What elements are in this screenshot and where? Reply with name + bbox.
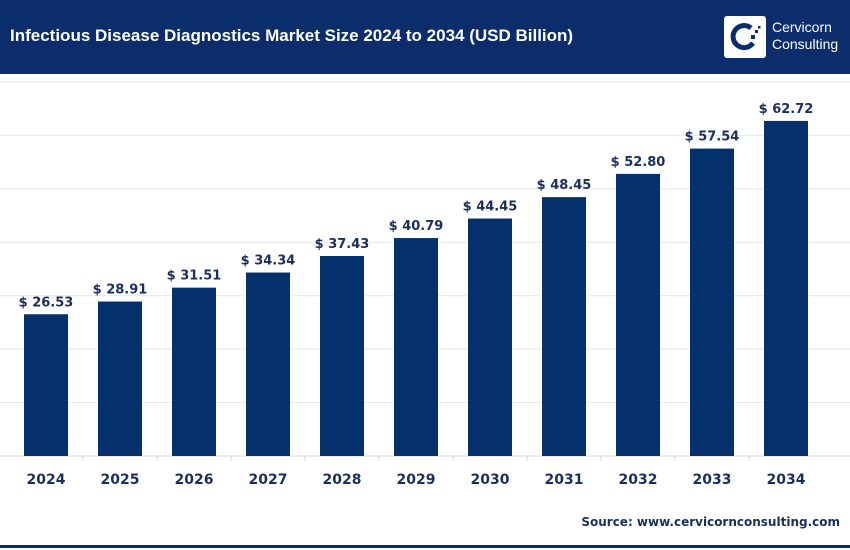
bar-2031 (542, 197, 586, 456)
data-label-2033: $ 57.54 (685, 130, 740, 145)
bar-2026 (172, 287, 216, 456)
x-tick-label-2031: 2031 (545, 472, 584, 488)
data-label-2030: $ 44.45 (463, 200, 518, 215)
source-note: Source: www.cervicornconsulting.com (581, 515, 840, 529)
bar-2030 (468, 218, 512, 456)
bar-2033 (690, 148, 734, 456)
bar-2034 (764, 120, 808, 456)
chart-title: Infectious Disease Diagnostics Market Si… (10, 26, 574, 45)
x-tick-label-2034: 2034 (767, 472, 806, 488)
data-label-2026: $ 31.51 (167, 269, 222, 284)
data-label-2024: $ 26.53 (19, 295, 74, 310)
x-tick-label-2028: 2028 (323, 472, 362, 488)
logo-text: Cervicorn Consulting (772, 19, 838, 53)
bar-chart: $ 26.53 2024 $ 28.91 2025 $ 31.51 2026 $ 34.34… (0, 81, 850, 488)
bar-2029 (394, 238, 438, 456)
cervicorn-logo-icon (724, 16, 766, 58)
bar-2025 (98, 301, 142, 456)
data-label-2025: $ 28.91 (93, 283, 148, 298)
title-banner: Infectious Disease Diagnostics Market Si… (0, 0, 850, 74)
x-tick-label-2024: 2024 (27, 472, 66, 488)
x-tick-label-2029: 2029 (397, 472, 436, 488)
logo-line2: Consulting (772, 36, 839, 52)
bar-2024 (24, 314, 68, 456)
bar-2027 (246, 272, 290, 456)
x-tick-label-2026: 2026 (175, 472, 214, 488)
data-label-2027: $ 34.34 (241, 254, 296, 269)
data-label-2034: $ 62.72 (759, 102, 814, 117)
data-label-2029: $ 40.79 (389, 219, 444, 234)
data-label-2031: $ 48.45 (537, 178, 592, 193)
x-tick-label-2025: 2025 (101, 472, 140, 488)
x-tick-label-2033: 2033 (693, 472, 732, 488)
x-tick-label-2032: 2032 (619, 472, 658, 488)
data-label-2028: $ 37.43 (315, 237, 370, 252)
x-tick-label-2030: 2030 (471, 472, 510, 488)
logo-line1: Cervicorn (772, 19, 832, 35)
data-label-2032: $ 52.80 (611, 155, 666, 170)
bottom-border (0, 545, 850, 548)
x-tick-label-2027: 2027 (249, 472, 288, 488)
bar-2032 (616, 173, 660, 456)
bar-2028 (320, 256, 364, 456)
